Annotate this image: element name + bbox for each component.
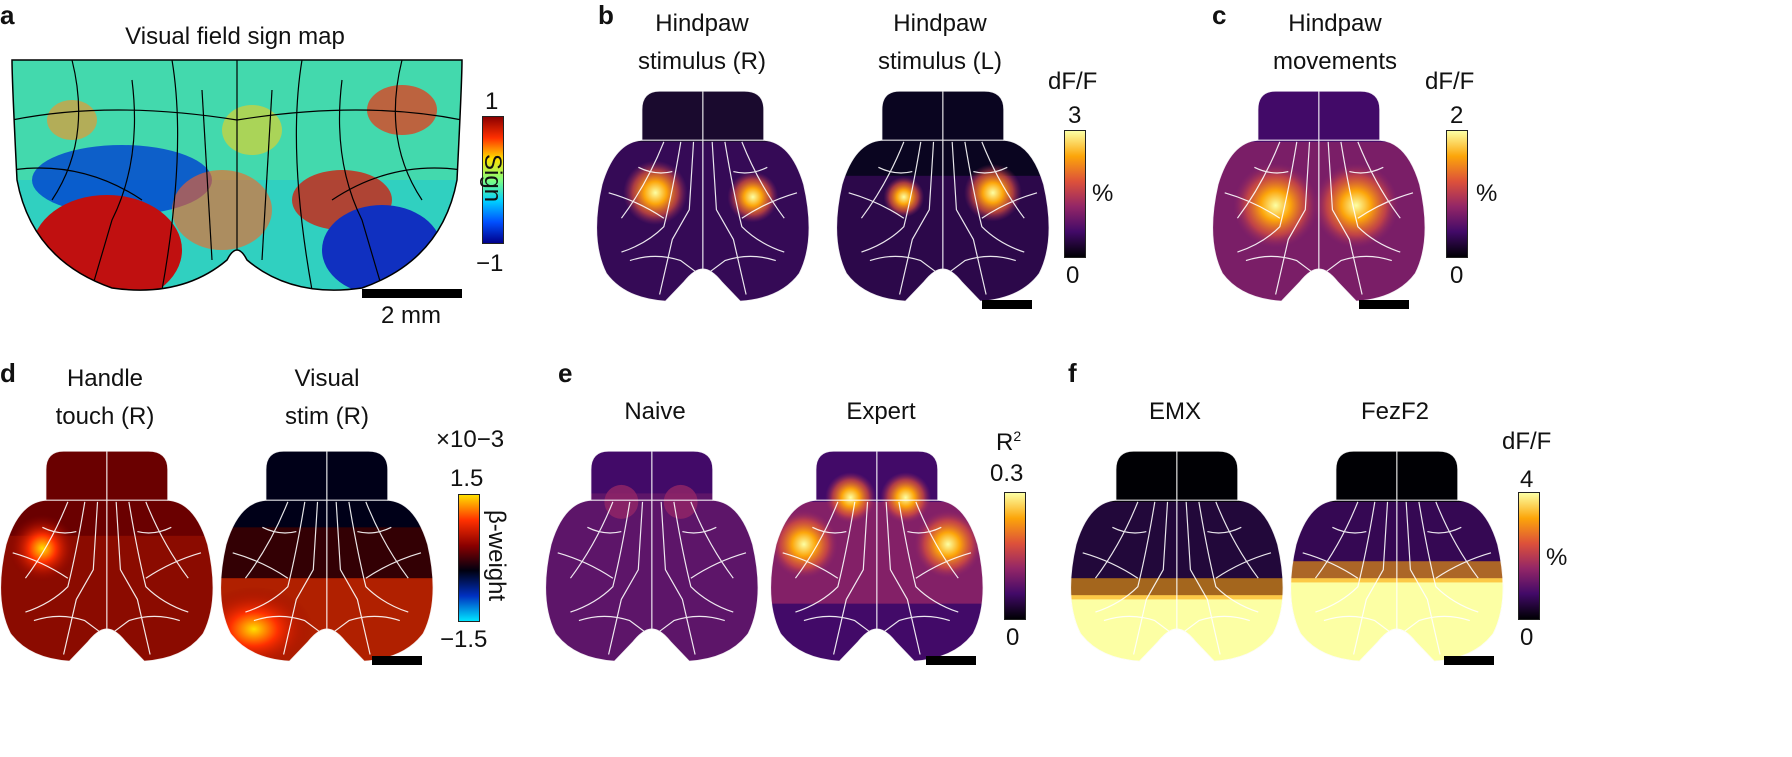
panel-b-cb-max: 3 — [1068, 102, 1082, 129]
panel-b-title-left: Hindpaw stimulus (R) — [637, 10, 766, 75]
brain-map-e-left — [544, 450, 759, 662]
panel-d-label: d — [0, 358, 16, 388]
panel-c-scalebar — [1359, 300, 1409, 309]
panel-f-cb-max: 4 — [1520, 466, 1534, 493]
panel-e-cb-min: 0 — [1006, 624, 1020, 651]
panel-d-cb-min: −1.5 — [440, 626, 488, 653]
brain-map-f-right — [1289, 450, 1504, 662]
panel-a-colorbar — [482, 116, 504, 244]
panel-b-label: b — [598, 0, 614, 30]
panel-a-cb-label: Sign — [479, 154, 506, 203]
panel-e-label: e — [558, 358, 573, 388]
panel-b-title-right: Hindpaw stimulus (L) — [877, 10, 1003, 75]
panel-f-cb-unit: % — [1546, 544, 1568, 571]
panel-a-label: a — [0, 0, 15, 30]
panel-c-title: Hindpaw movements — [1272, 10, 1398, 75]
panel-f-title-left: EMX — [1148, 398, 1201, 425]
brain-map-b-right — [835, 90, 1050, 302]
panel-f-scalebar — [1444, 656, 1494, 665]
panel-b-cb-title: dF/F — [1048, 68, 1098, 95]
panel-c-cb-title: dF/F — [1425, 68, 1475, 95]
brain-map-b-left — [595, 90, 810, 302]
panel-d-cb-label: β-weight — [483, 510, 510, 602]
panel-d-cb-max: 1.5 — [450, 465, 484, 492]
brain-map-d-right — [219, 450, 434, 662]
panel-d-cb-title: ×10−3 — [436, 426, 505, 453]
panel-e-title-left: Naive — [624, 398, 686, 425]
panel-e-cb-title: R2 — [996, 428, 1022, 456]
brain-map-e-right — [769, 450, 984, 662]
panel-f-cb-title: dF/F — [1502, 428, 1552, 455]
visual-field-sign-map — [11, 59, 463, 291]
panel-c-cb-min: 0 — [1450, 262, 1464, 289]
panel-c-colorbar — [1446, 130, 1468, 258]
brain-map-d-left — [0, 450, 214, 662]
panel-b-cb-min: 0 — [1066, 262, 1080, 289]
panel-d-title-left: Handle touch (R) — [55, 365, 155, 430]
brain-map-f-left — [1069, 450, 1284, 662]
panel-f-cb-min: 0 — [1520, 624, 1534, 651]
panel-a-cb-max: 1 — [485, 88, 499, 115]
panel-e-title-right: Expert — [846, 398, 916, 425]
panel-c-cb-max: 2 — [1450, 102, 1464, 129]
panel-f-title-right: FezF2 — [1360, 398, 1429, 425]
panel-a-scalebar — [362, 289, 462, 298]
panel-d-colorbar — [458, 494, 480, 622]
panel-f-colorbar — [1518, 492, 1540, 620]
panel-b-scalebar — [982, 300, 1032, 309]
panel-a-title: Visual field sign map — [125, 23, 345, 50]
panel-d-scalebar — [372, 656, 422, 665]
brain-map-c — [1211, 90, 1426, 302]
panel-f-label: f — [1068, 358, 1077, 388]
panel-e-colorbar — [1004, 492, 1026, 620]
panel-b-colorbar — [1064, 130, 1086, 258]
panel-e-scalebar — [926, 656, 976, 665]
panel-c-cb-unit: % — [1476, 180, 1498, 207]
panel-e-cb-max: 0.3 — [990, 460, 1024, 487]
panel-a-scalebar-label: 2 mm — [381, 302, 441, 329]
panel-b-cb-unit: % — [1092, 180, 1114, 207]
panel-a-cb-min: −1 — [476, 250, 504, 277]
panel-d-title-right: Visual stim (R) — [285, 365, 369, 430]
panel-c-label: c — [1212, 0, 1227, 30]
